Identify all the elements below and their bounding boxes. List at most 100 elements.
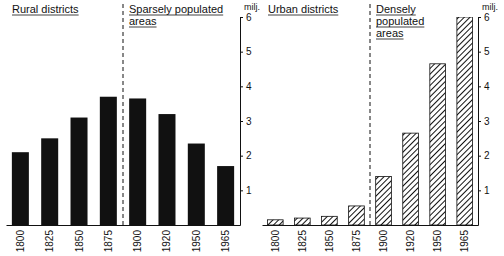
group-label: areas	[376, 27, 404, 39]
y-tick: 6	[478, 12, 490, 23]
bar	[267, 220, 283, 225]
y-tick-label: 3	[246, 116, 252, 127]
y-tick-label: 4	[484, 81, 490, 92]
group-label: areas	[129, 15, 157, 27]
y-axis: 1 2 3 4 5 6	[478, 12, 490, 226]
y-tick-label: 2	[246, 150, 252, 161]
y-tick-label: 6	[246, 12, 252, 23]
divider	[370, 4, 371, 225]
bar	[158, 114, 175, 225]
chart-canvas: 18001825185018751900192019501965123456mi…	[0, 0, 504, 256]
y-tick: 1	[240, 185, 252, 196]
x-tick-label: 1900	[378, 230, 389, 253]
x-tick: 1850	[74, 225, 85, 252]
x-axis: 1800 1825 1850 1875 1900 1920 1950 1965	[263, 225, 479, 252]
bar	[41, 138, 58, 225]
bar	[294, 218, 310, 225]
x-tick: 1920	[405, 225, 416, 252]
x-tick-label: 1875	[103, 230, 114, 253]
x-tick-label: 1950	[432, 230, 443, 253]
x-tick: 1825	[297, 225, 308, 252]
x-tick-label: 1800	[270, 230, 281, 253]
x-axis-line	[263, 225, 479, 226]
group-label: Rural districts	[12, 3, 79, 15]
x-tick: 1965	[220, 225, 231, 252]
x-tick-label: 1825	[44, 230, 55, 253]
x-tick-label: 1875	[351, 230, 362, 253]
y-tick: 3	[478, 116, 490, 127]
group-label: populated	[376, 15, 424, 27]
y-tick: 5	[240, 46, 252, 57]
y-tick: 5	[478, 46, 490, 57]
y-tick-label: 5	[246, 46, 252, 57]
x-tick: 1800	[270, 225, 281, 252]
chart-panel: 1800 1825 1850 1875 1900 1920 1950 1965 1 2 3 4 5 6mi…	[263, 2, 499, 252]
y-axis-title: milj.	[482, 2, 498, 12]
x-tick: 1950	[432, 225, 443, 252]
y-tick-label: 5	[484, 46, 490, 57]
x-tick-label: 1825	[297, 230, 308, 253]
bar	[376, 176, 392, 225]
bar	[188, 144, 205, 225]
group-label: Sparsely populated	[129, 3, 223, 15]
x-tick: 1920	[161, 225, 172, 252]
bar	[217, 166, 234, 225]
y-tick-mark	[478, 190, 481, 191]
x-tick-label: 1800	[15, 230, 26, 253]
bar	[430, 64, 446, 225]
x-tick: 1825	[44, 225, 55, 252]
y-tick: 4	[478, 81, 490, 92]
y-tick-label: 6	[484, 12, 490, 23]
x-tick-label: 1920	[405, 230, 416, 253]
y-tick-mark	[240, 52, 243, 53]
x-tick: 1875	[351, 225, 362, 252]
x-tick-label: 1900	[132, 230, 143, 253]
group-label: Densely	[376, 3, 416, 15]
x-tick: 1965	[459, 225, 470, 252]
x-tick: 1950	[191, 225, 202, 252]
x-tick: 1900	[132, 225, 143, 252]
bar	[457, 17, 473, 225]
y-tick-label: 4	[246, 81, 252, 92]
x-axis: 1800 1825 1850 1875 1900 1920 1950 1965	[7, 225, 241, 252]
y-tick-mark	[240, 156, 243, 157]
bar	[12, 152, 29, 225]
x-tick-label: 1920	[161, 230, 172, 253]
x-tick: 1800	[15, 225, 26, 252]
divider	[123, 4, 124, 225]
y-axis: 1 2 3 4 5 6	[240, 12, 252, 226]
x-tick-label: 1850	[324, 230, 335, 253]
y-tick: 4	[240, 81, 252, 92]
bar	[349, 206, 365, 225]
bar	[129, 98, 146, 225]
x-tick-label: 1850	[74, 230, 85, 253]
y-tick: 1	[478, 185, 490, 196]
x-tick: 1850	[324, 225, 335, 252]
bar	[403, 133, 419, 225]
y-axis-title: milj.	[244, 2, 260, 12]
x-tick-label: 1965	[459, 230, 470, 253]
x-tick-label: 1965	[220, 230, 231, 253]
y-tick-label: 2	[484, 150, 490, 161]
y-tick-mark	[478, 156, 481, 157]
x-tick: 1900	[378, 225, 389, 252]
y-tick-mark	[240, 17, 243, 18]
x-axis-line	[7, 225, 241, 226]
y-tick-label: 1	[484, 185, 490, 196]
bar	[100, 97, 117, 225]
y-tick-mark	[240, 86, 243, 87]
bar	[322, 216, 338, 225]
y-tick: 2	[478, 150, 490, 161]
y-tick-mark	[478, 121, 481, 122]
group-label: Urban districts	[268, 3, 339, 15]
y-tick-mark	[240, 190, 243, 191]
group-label-underline	[268, 15, 338, 16]
y-tick-mark	[478, 17, 481, 18]
y-tick: 6	[240, 12, 252, 23]
y-tick-label: 1	[246, 185, 252, 196]
group-label-underline	[12, 15, 79, 16]
chart-panel: 1800 1825 1850 1875 1900 1920 1950 1965 1 2 3 4 5 6mi…	[7, 2, 261, 252]
y-tick-label: 3	[484, 116, 490, 127]
group-label-underline	[129, 27, 157, 28]
y-tick-mark	[478, 52, 481, 53]
